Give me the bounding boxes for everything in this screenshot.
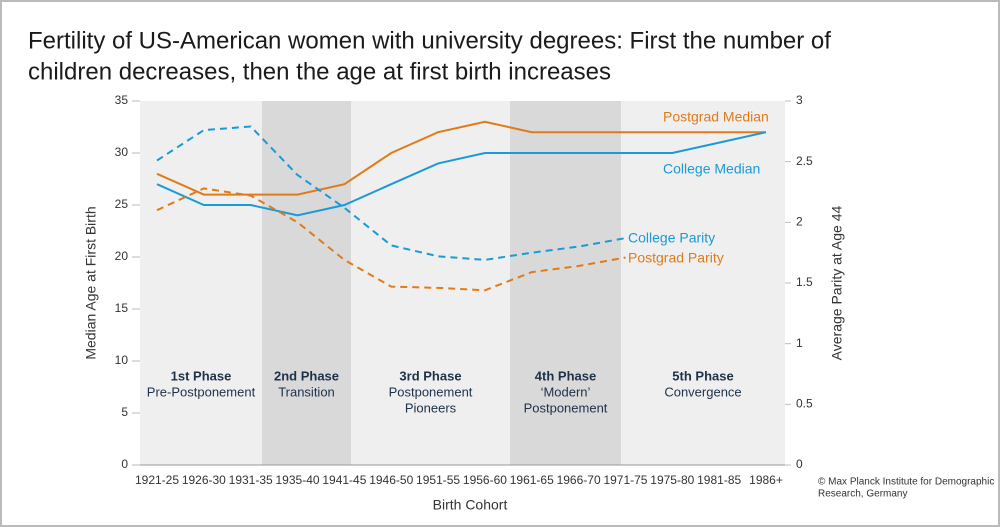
chart-title: Fertility of US-American women with univ…	[28, 27, 831, 54]
x-tick-label: 1946-50	[369, 473, 413, 487]
y-tick-label: 5	[121, 405, 128, 419]
series-label: College Parity	[628, 230, 715, 246]
x-tick-label: 1975-80	[650, 473, 694, 487]
y2-tick-label: 3	[796, 93, 803, 107]
y-tick-label: 20	[115, 249, 129, 263]
x-tick-label: 1961-65	[510, 473, 554, 487]
x-tick-label: 1971-75	[603, 473, 647, 487]
phase-band	[621, 101, 785, 465]
phase-text: Postponement	[389, 384, 473, 399]
y2-tick-label: 0	[796, 457, 803, 471]
y-tick-label: 15	[115, 301, 129, 315]
y2-tick-label: 2.5	[796, 154, 813, 168]
phase-name: 1st Phase	[171, 368, 232, 383]
phase-text: Postponement	[524, 400, 608, 415]
y2-tick-label: 0.5	[796, 397, 813, 411]
phase-band	[262, 101, 351, 465]
chart-title: children decreases, then the age at firs…	[28, 58, 611, 85]
phase-text: Pre-Postponement	[147, 384, 256, 399]
x-tick-label: 1981-85	[697, 473, 741, 487]
phase-text: ‘Modern’	[541, 384, 591, 399]
phase-name: 3rd Phase	[399, 368, 461, 383]
y2-tick-label: 1	[796, 336, 803, 350]
phase-band	[510, 101, 621, 465]
y-tick-label: 25	[115, 197, 129, 211]
source-note: © Max Planck Institute for Demographic	[818, 477, 994, 488]
x-axis-label: Birth Cohort	[433, 497, 508, 513]
x-tick-label: 1921-25	[135, 473, 179, 487]
y2-axis-label: Average Parity at Age 44	[829, 205, 845, 360]
y-tick-label: 0	[121, 457, 128, 471]
y-axis-label: Median Age at First Birth	[83, 206, 99, 359]
phase-text: Convergence	[664, 384, 741, 399]
x-tick-label: 1935-40	[276, 473, 320, 487]
series-line	[156, 125, 626, 261]
y2-tick-label: 1.5	[796, 275, 813, 289]
phase-name: 2nd Phase	[274, 368, 339, 383]
series-line	[156, 131, 767, 217]
x-tick-label: 1931-35	[229, 473, 273, 487]
phase-name: 4th Phase	[535, 368, 596, 383]
x-tick-label: 1926-30	[182, 473, 226, 487]
series-line	[156, 120, 766, 196]
series-label: College Median	[663, 161, 760, 177]
y-tick-label: 35	[115, 93, 129, 107]
series-line	[156, 187, 626, 292]
x-tick-label: 1966-70	[557, 473, 601, 487]
source-note: Research, Germany	[818, 489, 907, 500]
y2-tick-label: 2	[796, 215, 803, 229]
x-tick-label: 1951-55	[416, 473, 460, 487]
x-tick-label: 1986+	[749, 473, 783, 487]
phase-text: Pioneers	[405, 400, 457, 415]
series-label: Postgrad Parity	[628, 250, 724, 266]
y-tick-label: 10	[115, 353, 129, 367]
phase-text: Transition	[278, 384, 335, 399]
x-tick-label: 1956-60	[463, 473, 507, 487]
phase-band	[140, 101, 262, 465]
y-tick-label: 30	[115, 145, 129, 159]
phase-name: 5th Phase	[672, 368, 733, 383]
series-label: Postgrad Median	[663, 109, 769, 125]
x-tick-label: 1941-45	[322, 473, 366, 487]
